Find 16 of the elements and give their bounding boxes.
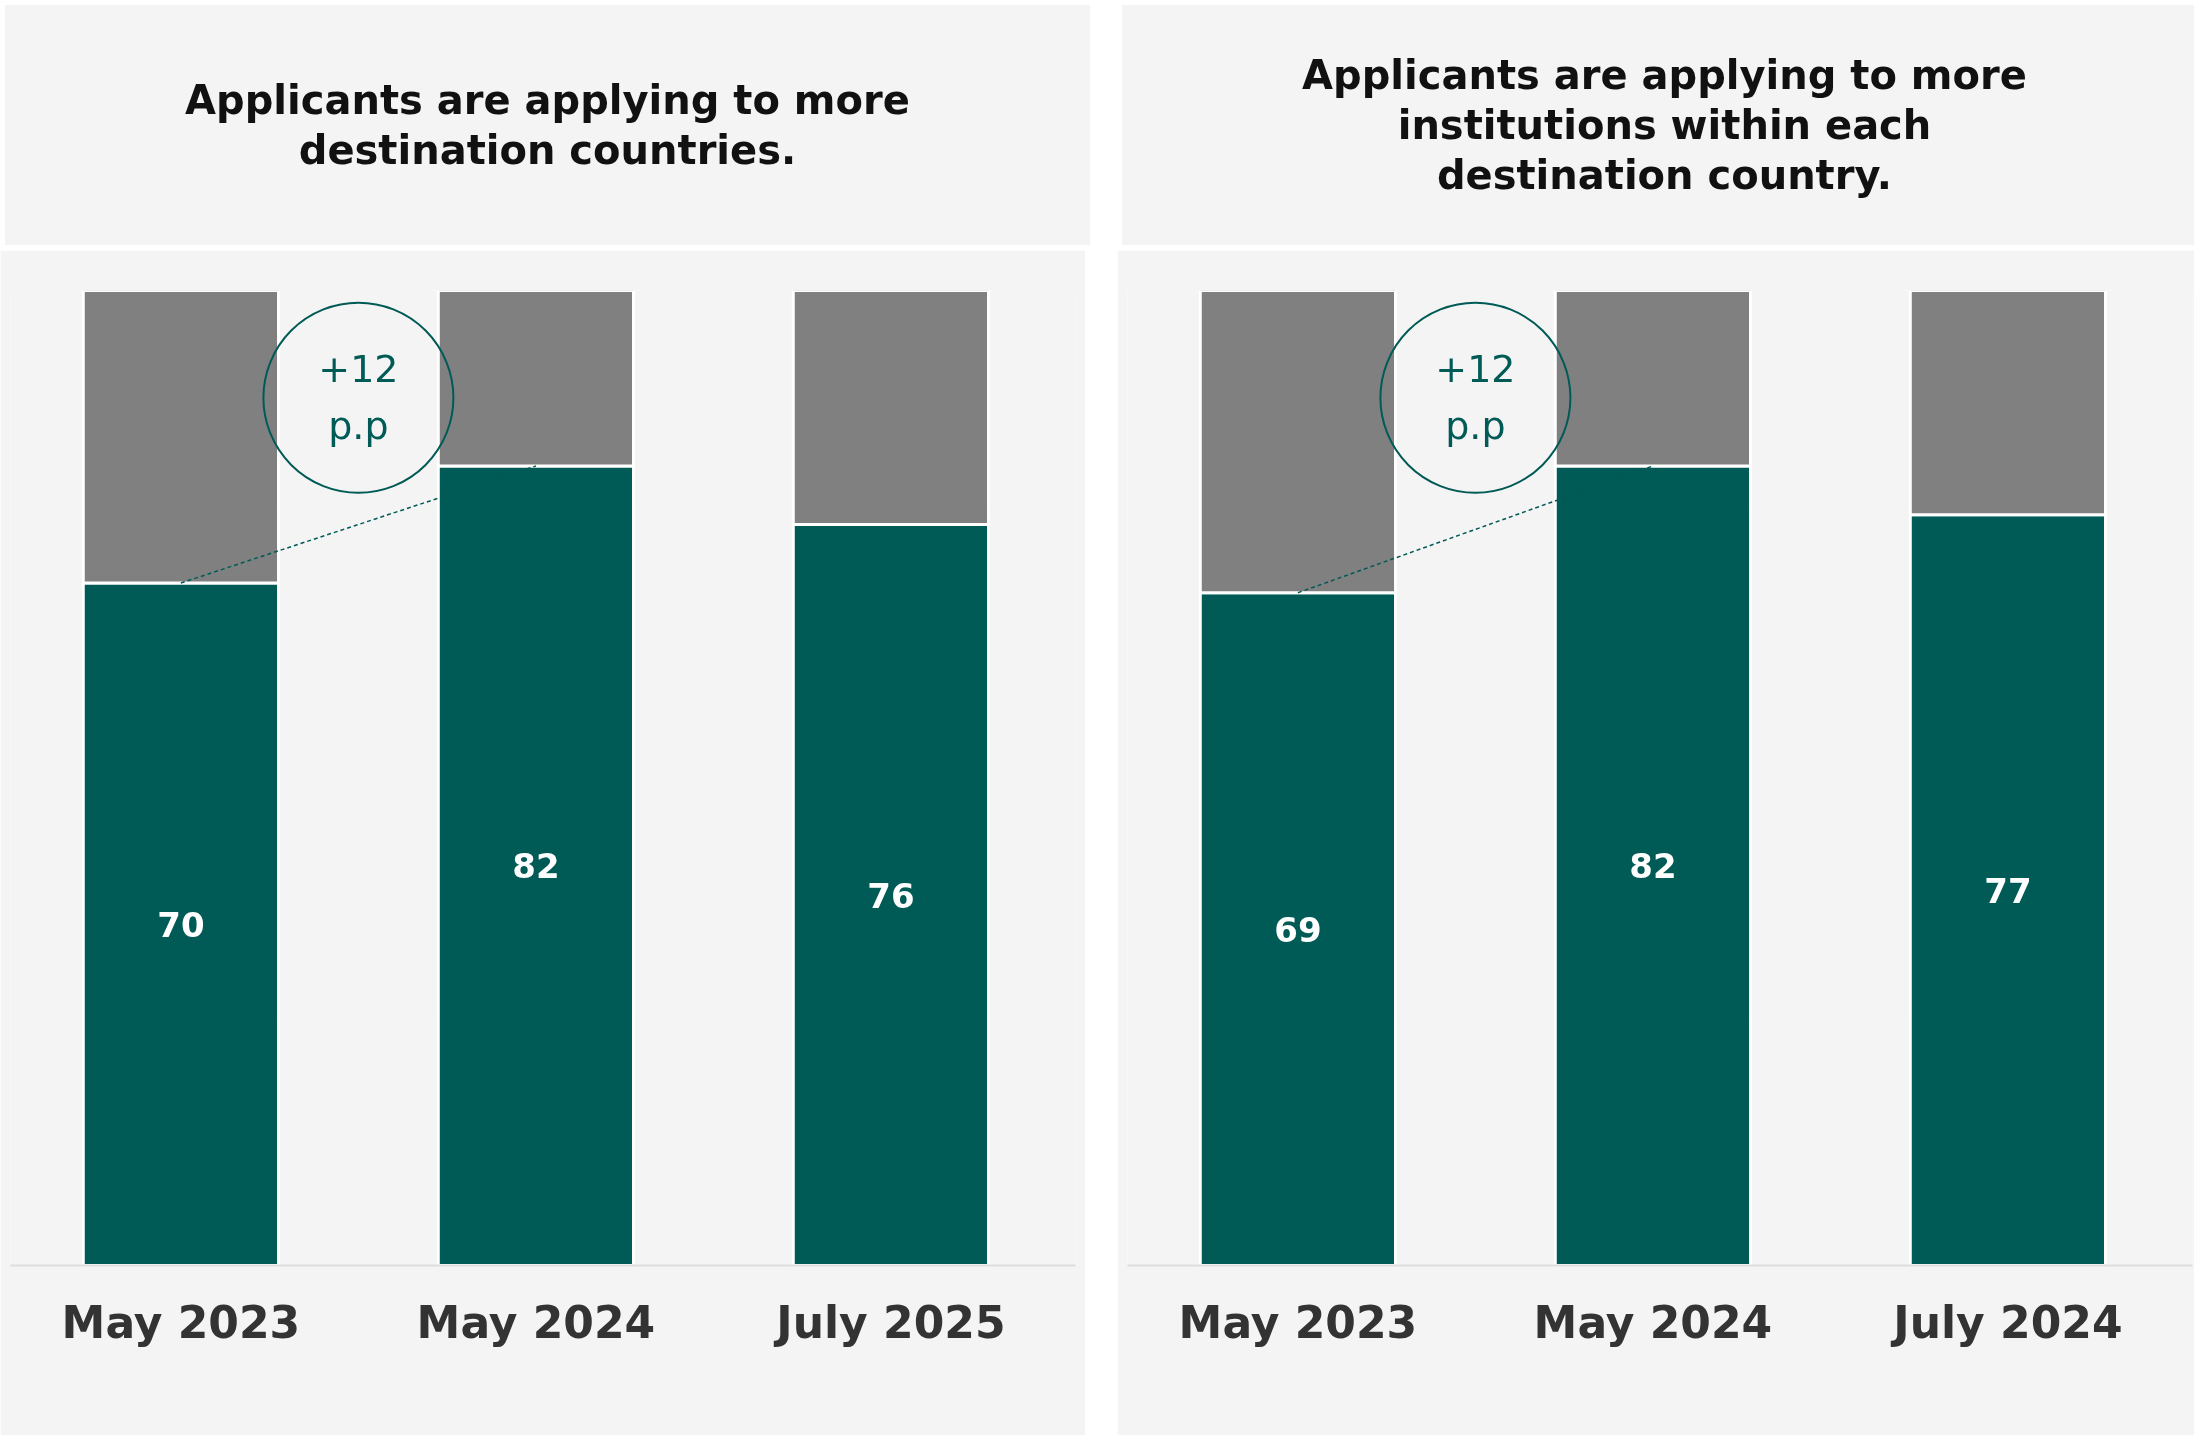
x-tick-label: May 2024 bbox=[416, 1296, 656, 1348]
annotation: +12 p.p bbox=[1435, 347, 1516, 449]
data-label: 76 bbox=[867, 875, 915, 916]
data-label: 77 bbox=[1984, 870, 2032, 911]
x-tick-label: May 2024 bbox=[1533, 1296, 1773, 1348]
data-label: 69 bbox=[1274, 909, 1322, 950]
data-label: 70 bbox=[157, 904, 205, 945]
data-label: 82 bbox=[1629, 846, 1677, 887]
data-label: 82 bbox=[512, 846, 560, 887]
x-tick-label: May 2023 bbox=[1178, 1296, 1418, 1348]
x-tick-label: July 2024 bbox=[1890, 1296, 2123, 1348]
x-tick-label: May 2023 bbox=[61, 1296, 301, 1348]
chart-title: Applicants are applying to more institutions within each destination country. bbox=[1302, 51, 2027, 200]
annotation: +12 p.p bbox=[318, 347, 399, 449]
x-tick-label: July 2025 bbox=[773, 1296, 1006, 1348]
chart-title: Applicants are applying to more destination countries. bbox=[185, 76, 910, 175]
